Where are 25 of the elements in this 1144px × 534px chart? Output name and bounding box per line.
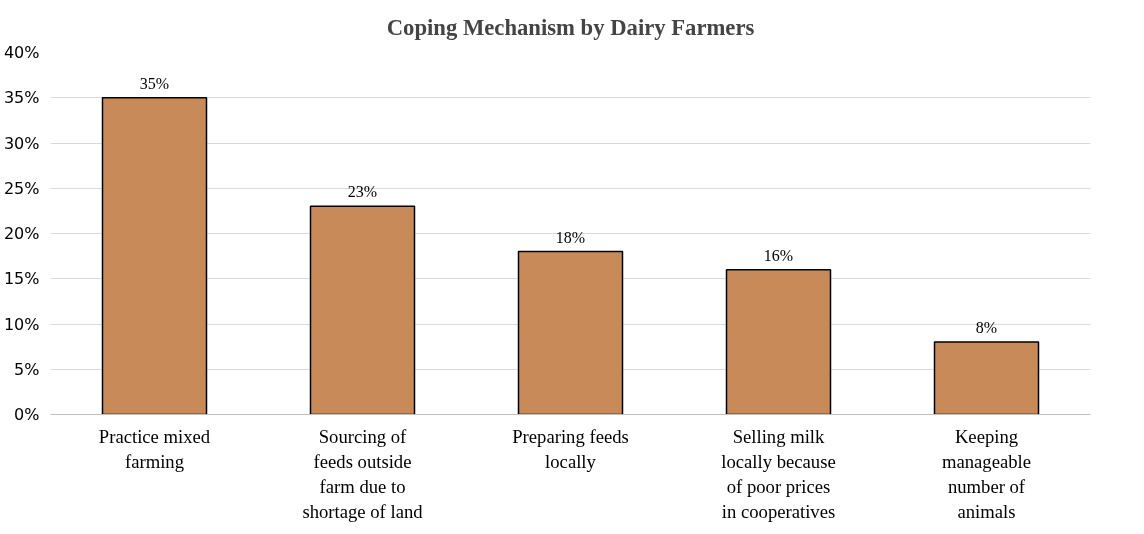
y-tick-label: 40%	[3, 43, 40, 62]
y-tick-label: 5%	[14, 359, 40, 379]
data-label: 35%	[139, 74, 170, 92]
y-tick-label: 15%	[3, 269, 40, 289]
bar	[517, 250, 624, 415]
bar	[933, 341, 1040, 415]
x-tick-label: Sourcing of feeds outside farm due to shortage of land	[302, 425, 424, 523]
bar	[725, 268, 832, 415]
y-tick-label: 35%	[3, 88, 40, 108]
bar	[309, 205, 416, 415]
data-label: 8%	[975, 319, 998, 337]
y-tick-label: 25%	[3, 178, 40, 198]
y-tick-label: 10%	[3, 314, 40, 334]
x-tick-label: Selling milk locally because of poor prices in cooperatives	[721, 425, 836, 523]
x-tick-label: Preparing feeds locally	[512, 425, 629, 472]
data-label: 23%	[347, 183, 378, 201]
data-label: 16%	[763, 246, 794, 264]
data-label: 18%	[555, 228, 586, 246]
x-tick-label: Practice mixed farming	[98, 425, 211, 472]
x-tick-label: Keeping manageable number of animals	[941, 425, 1032, 523]
bar	[101, 97, 208, 415]
y-tick-label: 20%	[3, 224, 40, 243]
y-tick-label: 30%	[3, 133, 40, 153]
chart-title: Coping Mechanism by Dairy Farmers	[386, 15, 755, 40]
y-tick-label: 0%	[14, 405, 40, 424]
